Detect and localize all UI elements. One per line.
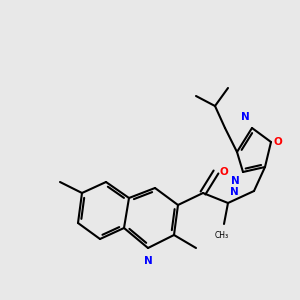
Text: N: N xyxy=(241,112,250,122)
Text: CH₃: CH₃ xyxy=(215,231,229,240)
Text: O: O xyxy=(274,137,283,147)
Text: O: O xyxy=(220,167,229,177)
Text: N: N xyxy=(231,176,240,186)
Text: N: N xyxy=(144,256,152,266)
Text: N: N xyxy=(230,187,239,197)
